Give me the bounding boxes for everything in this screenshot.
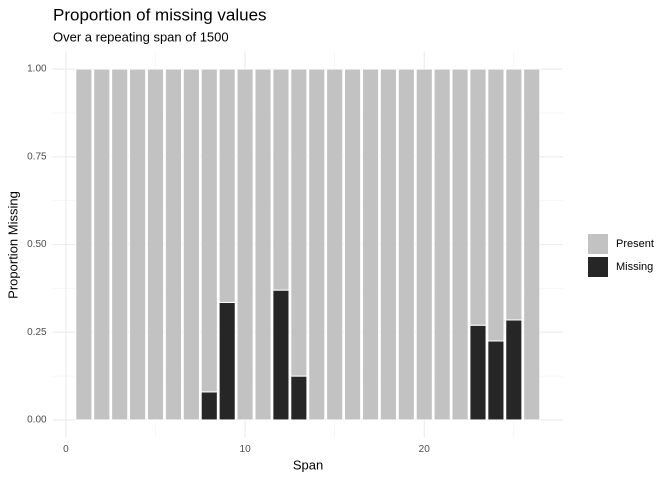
bar-segment [415,68,433,421]
bar-segment [111,68,129,421]
chart-subtitle: Over a repeating span of 1500 [53,29,229,44]
bar-segment [487,68,505,342]
bar-segment [308,68,326,421]
bar-segment [254,68,272,421]
bar-segment [272,68,290,291]
bar-segment [433,68,451,421]
bar-segment [93,68,111,421]
bar-segment [469,324,487,421]
y-tick-label: 0.00 [27,415,47,426]
bar-segment [487,340,505,421]
bar-segment [505,319,523,421]
bar-segment [129,68,147,421]
bar-segment [344,68,362,421]
x-tick-label: 20 [419,444,431,455]
bar-segment [523,68,541,421]
x-axis-label: Span [293,457,323,472]
legend-key [588,257,608,277]
bar-segment [505,68,523,321]
bar-segment [75,68,93,421]
x-tick-label: 10 [240,444,252,455]
bar-segment [290,68,308,377]
y-tick-label: 1.00 [27,64,47,75]
bar-segment [290,375,308,421]
y-tick-label: 0.75 [27,151,47,162]
bar-segment [164,68,182,421]
bar-segment [200,68,218,393]
bar-segment [361,68,380,421]
bar-segment [236,68,254,421]
bar-segment [379,68,397,421]
bar-segment [146,68,165,421]
bar-segment [469,68,487,326]
bar-segment [200,391,218,421]
y-axis-label: Proportion Missing [5,191,20,299]
bar-segment [218,301,236,421]
bar-segment [182,68,200,421]
bar-segment [326,68,344,421]
bar-segment [397,68,415,421]
chart-title: Proportion of missing values [53,5,267,24]
bar-segment [218,68,236,303]
y-tick-label: 0.25 [27,327,47,338]
bar-segment [451,68,469,421]
legend-key [588,234,608,254]
x-tick-label: 0 [63,444,69,455]
legend-label: Missing [616,261,653,273]
legend-label: Present [616,238,654,250]
y-tick-label: 0.50 [27,239,47,250]
bar-segment [272,289,290,421]
